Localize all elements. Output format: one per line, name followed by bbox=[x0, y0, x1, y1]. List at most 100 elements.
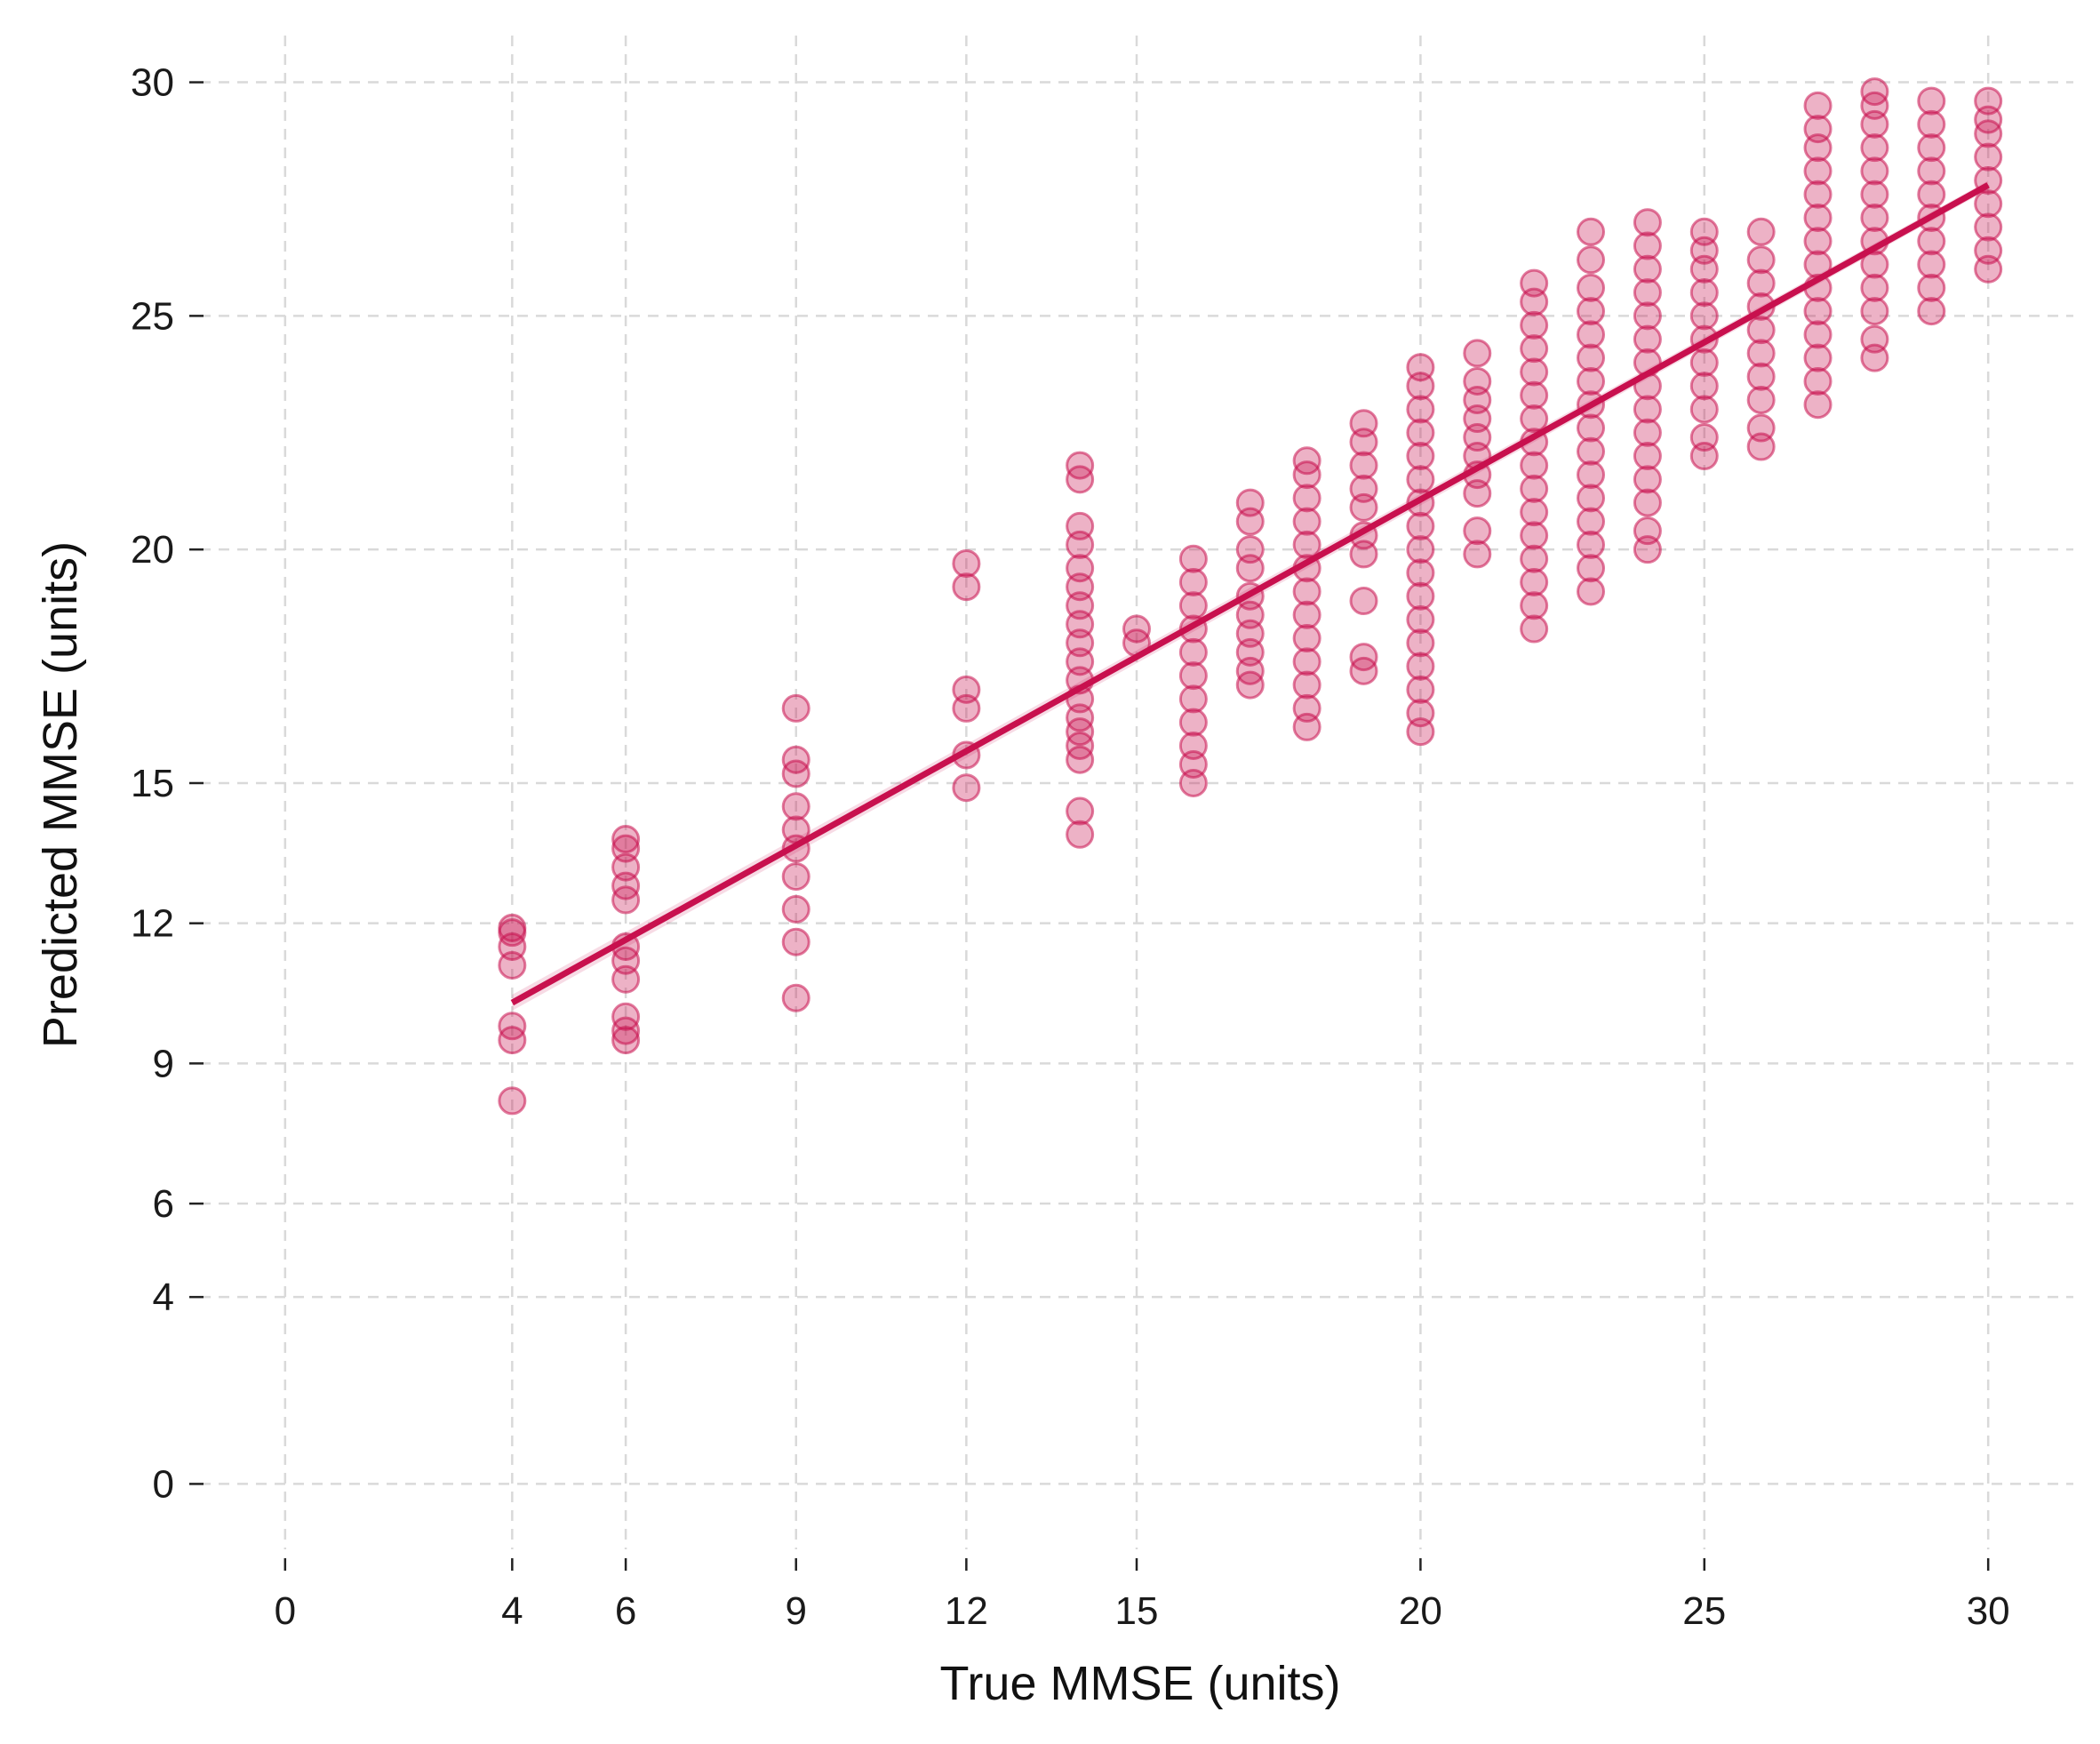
data-point bbox=[1520, 498, 1549, 527]
data-point bbox=[1066, 796, 1095, 826]
data-point bbox=[1235, 535, 1265, 564]
data-point bbox=[1803, 180, 1833, 209]
data-point bbox=[1292, 577, 1321, 606]
data-point bbox=[1633, 465, 1662, 494]
data-point bbox=[1974, 142, 2003, 172]
data-point bbox=[1974, 236, 2003, 265]
data-point bbox=[1746, 339, 1776, 368]
data-point bbox=[1577, 413, 1606, 443]
y-tick-label: 9 bbox=[153, 1042, 174, 1085]
data-point bbox=[1292, 670, 1321, 700]
data-point bbox=[1463, 366, 1492, 396]
data-point bbox=[1122, 614, 1151, 644]
data-point bbox=[1917, 86, 1946, 116]
data-point bbox=[1577, 245, 1606, 275]
data-point bbox=[1520, 380, 1549, 410]
data-point bbox=[1520, 357, 1549, 387]
data-point bbox=[1974, 212, 2003, 242]
data-point bbox=[781, 792, 810, 821]
data-point bbox=[1803, 203, 1833, 232]
data-point bbox=[1178, 708, 1208, 737]
data-point bbox=[1633, 442, 1662, 471]
data-point bbox=[1520, 544, 1549, 573]
data-point bbox=[1633, 324, 1662, 354]
data-point bbox=[1406, 581, 1435, 611]
data-point bbox=[1349, 586, 1378, 615]
data-point bbox=[1520, 334, 1549, 364]
data-point bbox=[1178, 567, 1208, 596]
data-point bbox=[781, 927, 810, 956]
data-point bbox=[611, 1002, 641, 1031]
data-point bbox=[1633, 395, 1662, 424]
data-point bbox=[1520, 521, 1549, 550]
data-point bbox=[1689, 217, 1719, 246]
data-point bbox=[952, 572, 981, 602]
data-point bbox=[1520, 614, 1549, 644]
data-point bbox=[1577, 343, 1606, 372]
data-point bbox=[1520, 404, 1549, 434]
data-point bbox=[1577, 530, 1606, 559]
data-point bbox=[1292, 484, 1321, 513]
data-point bbox=[1406, 442, 1435, 471]
data-point bbox=[781, 693, 810, 723]
data-point bbox=[1689, 395, 1719, 424]
data-point bbox=[1803, 227, 1833, 256]
data-point bbox=[1689, 423, 1719, 452]
x-tick-label: 30 bbox=[1967, 1589, 2010, 1633]
y-tick-label: 12 bbox=[131, 902, 174, 946]
data-point bbox=[1178, 591, 1208, 620]
regression-line bbox=[510, 182, 1990, 1006]
data-point bbox=[1406, 511, 1435, 540]
data-point bbox=[952, 548, 981, 578]
data-point bbox=[1406, 628, 1435, 658]
data-point bbox=[1520, 591, 1549, 620]
data-point bbox=[1803, 366, 1833, 396]
data-point bbox=[1292, 446, 1321, 476]
data-point bbox=[1520, 451, 1549, 480]
data-point bbox=[781, 983, 810, 1012]
grid-lines bbox=[200, 36, 2073, 1549]
data-point bbox=[1746, 245, 1776, 275]
data-point bbox=[1520, 310, 1549, 340]
data-point bbox=[611, 1026, 641, 1055]
data-point bbox=[1689, 278, 1719, 308]
data-point bbox=[1860, 133, 1889, 163]
data-point bbox=[1463, 516, 1492, 546]
data-point bbox=[1746, 362, 1776, 391]
data-point bbox=[1349, 451, 1378, 480]
data-point bbox=[611, 825, 641, 854]
data-point bbox=[611, 834, 641, 863]
data-point bbox=[1066, 554, 1095, 583]
data-point bbox=[1577, 484, 1606, 513]
data-point bbox=[1577, 460, 1606, 490]
data-point bbox=[1633, 231, 1662, 260]
data-point bbox=[1577, 577, 1606, 606]
data-point bbox=[1577, 320, 1606, 349]
x-tick-label: 25 bbox=[1682, 1589, 1726, 1633]
data-point bbox=[1746, 217, 1776, 246]
data-point bbox=[1577, 217, 1606, 246]
y-tick-label: 15 bbox=[131, 762, 174, 805]
data-point bbox=[1577, 554, 1606, 583]
data-point bbox=[1178, 731, 1208, 760]
data-point bbox=[498, 1086, 527, 1116]
data-point bbox=[1577, 507, 1606, 536]
data-points bbox=[498, 77, 2003, 1116]
y-tick-label: 25 bbox=[131, 294, 174, 338]
data-point bbox=[1689, 301, 1719, 331]
data-point bbox=[1406, 418, 1435, 447]
data-point bbox=[1178, 661, 1208, 691]
data-point bbox=[1860, 297, 1889, 326]
data-point bbox=[1633, 254, 1662, 284]
x-tick-label: 9 bbox=[785, 1589, 806, 1633]
data-point bbox=[1178, 684, 1208, 714]
data-point bbox=[1463, 339, 1492, 368]
data-point bbox=[1917, 156, 1946, 186]
x-tick-label: 0 bbox=[275, 1589, 296, 1633]
data-point bbox=[1803, 390, 1833, 420]
data-point bbox=[1633, 488, 1662, 517]
y-tick-label: 6 bbox=[153, 1182, 174, 1226]
y-tick-label: 30 bbox=[131, 61, 174, 105]
data-point bbox=[952, 675, 981, 704]
data-point bbox=[1860, 203, 1889, 232]
